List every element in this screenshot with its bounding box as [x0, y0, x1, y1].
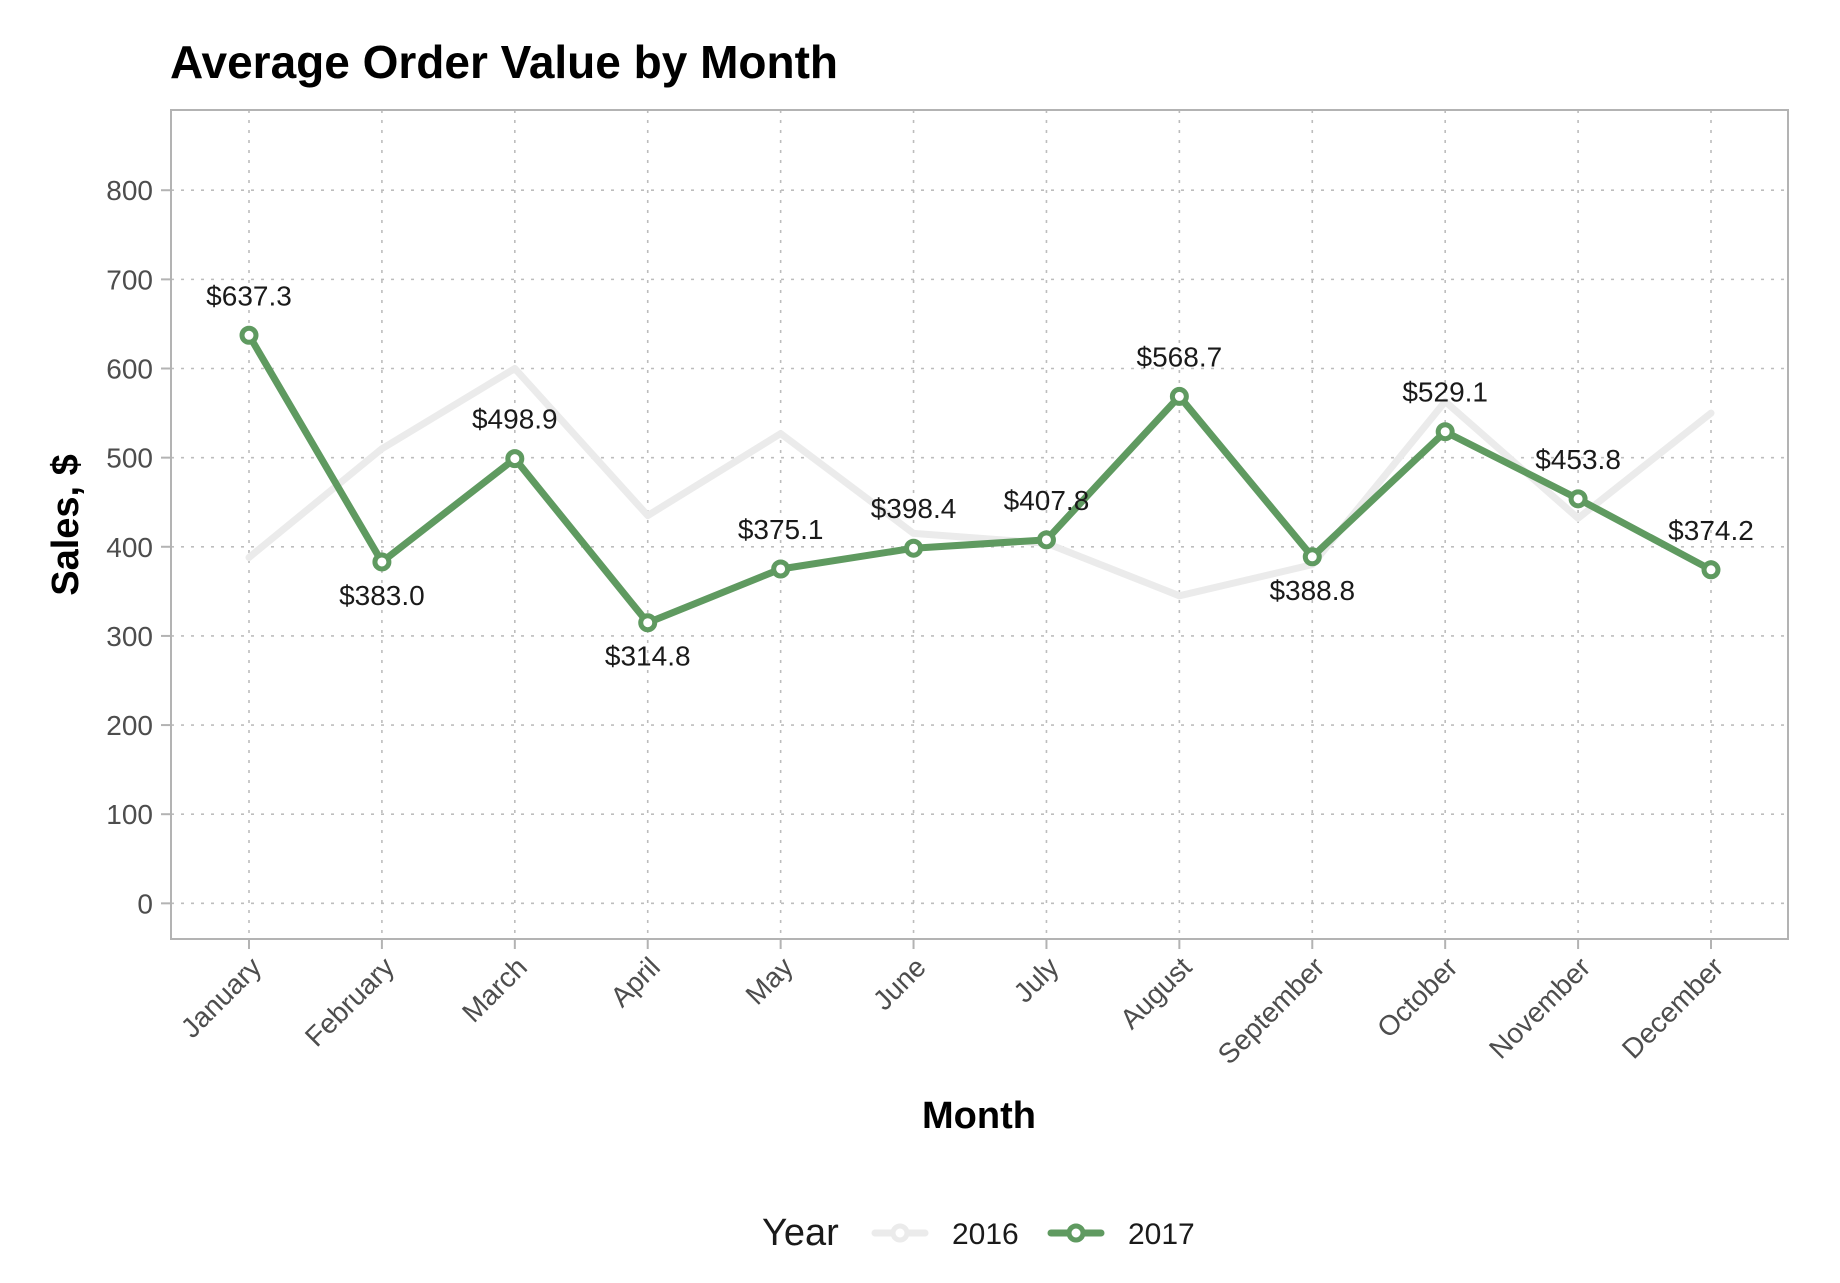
y-tick-label: 700: [106, 264, 153, 295]
y-tick-label: 600: [106, 354, 153, 385]
y-tick-label: 0: [137, 888, 153, 919]
data-label: $453.8: [1535, 444, 1621, 475]
x-tick-label: March: [456, 951, 533, 1028]
y-tick-label: 100: [106, 799, 153, 830]
y-tick-label: 800: [106, 175, 153, 206]
legend-item-2017: 2017: [1047, 1218, 1195, 1251]
data-label: $388.8: [1269, 575, 1355, 606]
x-tick-label: September: [1212, 951, 1331, 1070]
data-label: $498.9: [472, 404, 558, 435]
y-tick-label: 200: [106, 710, 153, 741]
chart-title: Average Order Value by Month: [170, 36, 838, 88]
data-labels: $637.3 $383.0 $498.9 $314.8 $375.1 $398.4 $407…: [206, 280, 1754, 671]
data-label: $529.1: [1402, 377, 1488, 408]
x-axis-ticks: January February March April May June July Augu…: [175, 939, 1729, 1070]
data-point-2017: [1036, 530, 1056, 550]
data-label: $407.8: [1004, 485, 1090, 516]
legend-label: 2017: [1128, 1218, 1195, 1251]
x-tick-label: April: [604, 951, 666, 1013]
y-axis-title: Sales, $: [45, 454, 87, 596]
x-tick-label: August: [1114, 951, 1198, 1035]
series-points: [239, 325, 1721, 633]
data-point-2017: [904, 538, 924, 558]
y-tick-label: 300: [106, 621, 153, 652]
data-point-2017: [1302, 547, 1322, 567]
plot-panel: [170, 109, 1789, 940]
series-lines: [245, 331, 1715, 627]
data-point-2017: [771, 559, 791, 579]
data-label: $374.2: [1668, 515, 1754, 546]
data-label: $568.7: [1137, 341, 1223, 372]
legend-key-point: [890, 1223, 910, 1243]
data-point-2017: [1701, 560, 1721, 580]
x-axis-title: Month: [922, 1095, 1036, 1137]
y-tick-label: 500: [106, 443, 153, 474]
y-tick-label: 400: [106, 532, 153, 563]
y-axis-ticks: 0 100 200 300 400 500 600 700 800: [106, 175, 171, 919]
data-label: $383.0: [339, 580, 425, 611]
data-label: $637.3: [206, 280, 292, 311]
data-label: $314.8: [605, 641, 691, 672]
series-2017-line: [245, 331, 1715, 627]
x-tick-label: July: [1008, 951, 1065, 1008]
legend-item-2016: 2016: [871, 1218, 1019, 1251]
data-label: $398.4: [871, 493, 957, 524]
data-point-2017: [638, 613, 658, 633]
x-tick-label: June: [867, 951, 932, 1016]
legend-title: Year: [762, 1212, 839, 1254]
gridlines: [171, 110, 1788, 939]
data-point-2017: [1435, 422, 1455, 442]
x-tick-label: January: [175, 951, 267, 1043]
data-point-2017: [239, 325, 259, 345]
data-label: $375.1: [738, 514, 824, 545]
x-tick-label: December: [1616, 951, 1729, 1064]
x-tick-label: May: [740, 951, 799, 1010]
data-point-2017: [1169, 386, 1189, 406]
data-point-2017: [1568, 489, 1588, 509]
legend: Year 2016 2017: [762, 1212, 1195, 1254]
legend-key-point: [1066, 1223, 1086, 1243]
legend-label: 2016: [952, 1218, 1019, 1251]
series-2016-line: [245, 365, 1715, 600]
x-tick-label: February: [299, 951, 400, 1052]
x-tick-label: October: [1371, 951, 1463, 1043]
x-tick-label: November: [1483, 951, 1596, 1064]
data-point-2017: [505, 449, 525, 469]
data-point-2017: [372, 552, 392, 572]
